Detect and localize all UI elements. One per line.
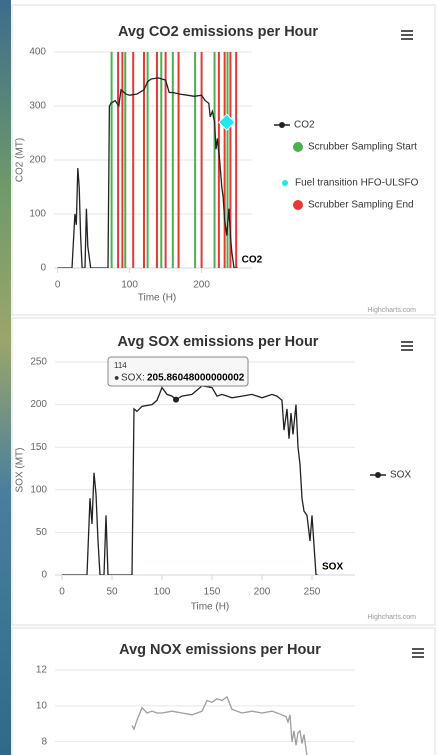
tooltip-bullet: ●	[114, 372, 119, 382]
legend-label: SOX	[390, 470, 411, 481]
background-strip	[0, 0, 11, 755]
menu-bar	[401, 34, 413, 36]
chart-panel: Avg NOX emissions per Hour 8 10 12	[11, 627, 436, 755]
tooltip-box	[107, 356, 249, 387]
y-tick-label: 100	[30, 484, 47, 495]
x-tick-label: 100	[121, 280, 138, 291]
x-tick-label: 200	[254, 587, 271, 598]
y-tick-label: 0	[40, 263, 46, 274]
menu-bar	[401, 38, 413, 40]
y-axis-title: SOX (MT)	[15, 448, 26, 493]
chart-title: Avg CO2 emissions per Hour	[118, 24, 318, 40]
y-tick-label: 50	[36, 527, 48, 538]
menu-bar	[401, 345, 413, 347]
legend-label: CO2	[294, 120, 315, 131]
x-tick-label: 50	[106, 587, 118, 598]
credits: Highcharts.com	[367, 614, 416, 621]
legend-item[interactable]: Scrubber Sampling Start	[293, 142, 417, 153]
menu-bar	[412, 648, 424, 650]
menu-bar	[412, 656, 424, 658]
y-tick-label: 400	[29, 47, 46, 58]
y-tick-label: 8	[41, 736, 47, 747]
menu-bar	[401, 349, 413, 351]
y-tick-label: 200	[30, 399, 47, 410]
x-axis-title: Time (H)	[191, 602, 230, 613]
legend-symbol	[293, 200, 303, 210]
series-end-label: SOX	[322, 562, 343, 573]
menu-bar	[401, 30, 413, 32]
chart-panel: Avg SOX emissions per Hour SOX (MT) Time (…	[11, 317, 436, 626]
panel-frame	[11, 627, 436, 755]
series-end-label: CO2	[242, 255, 263, 266]
x-tick-label: 250	[304, 587, 321, 598]
legend-label: Fuel transition HFO-ULSFO	[295, 178, 419, 189]
tooltip-label: SOX:	[121, 373, 145, 384]
chart-title: Avg NOX emissions per Hour	[119, 642, 321, 658]
y-tick-label: 200	[29, 155, 46, 166]
y-tick-label: 300	[29, 101, 46, 112]
menu-button[interactable]	[412, 648, 424, 658]
y-tick-label: 100	[29, 209, 46, 220]
plot-area	[62, 385, 318, 575]
x-tick-label: 200	[193, 280, 210, 291]
menu-bar	[401, 341, 413, 343]
hover-point	[173, 396, 179, 403]
series-line	[131, 695, 308, 755]
y-tick-label: 10	[36, 700, 48, 711]
legend-symbol	[293, 142, 303, 152]
credits: Highcharts.com	[367, 307, 416, 314]
legend-item[interactable]: SOX	[370, 470, 411, 481]
chart-title: Avg SOX emissions per Hour	[118, 334, 319, 350]
tooltip-header: 114	[114, 361, 127, 370]
scatter-point	[218, 113, 236, 131]
series-line	[62, 385, 318, 575]
x-tick-label: 100	[154, 587, 171, 598]
menu-button[interactable]	[401, 30, 413, 40]
legend-label: Scrubber Sampling End	[308, 200, 414, 211]
x-tick-label: 0	[55, 280, 61, 291]
series-line	[57, 77, 238, 268]
y-tick-label: 150	[30, 442, 47, 453]
y-tick-label: 0	[41, 570, 47, 581]
menu-button[interactable]	[401, 341, 413, 351]
legend-item[interactable]: Scrubber Sampling End	[293, 200, 414, 211]
plot-area	[57, 52, 238, 268]
menu-bar	[412, 652, 424, 654]
x-tick-label: 150	[204, 587, 221, 598]
legend-item[interactable]: CO2	[274, 120, 315, 131]
x-axis-title: Time (H)	[138, 293, 177, 304]
legend-label: Scrubber Sampling Start	[308, 142, 417, 153]
x-tick-label: 0	[59, 587, 65, 598]
legend-symbol	[279, 122, 285, 128]
plot-area	[131, 695, 308, 755]
legend-item[interactable]: Fuel transition HFO-ULSFO	[282, 178, 419, 189]
y-tick-label: 12	[36, 665, 48, 676]
legend-symbol	[282, 180, 288, 186]
legend-symbol	[375, 472, 381, 478]
tooltip: 114 ● SOX: 205.86048000000002	[107, 356, 249, 387]
tooltip-value: 205.86048000000002	[147, 373, 245, 384]
chart-panel: Avg CO2 emissions per Hour CO2 (MT) Time (…	[11, 4, 436, 316]
y-axis-title: CO2 (MT)	[15, 138, 26, 182]
y-tick-label: 250	[30, 357, 47, 368]
